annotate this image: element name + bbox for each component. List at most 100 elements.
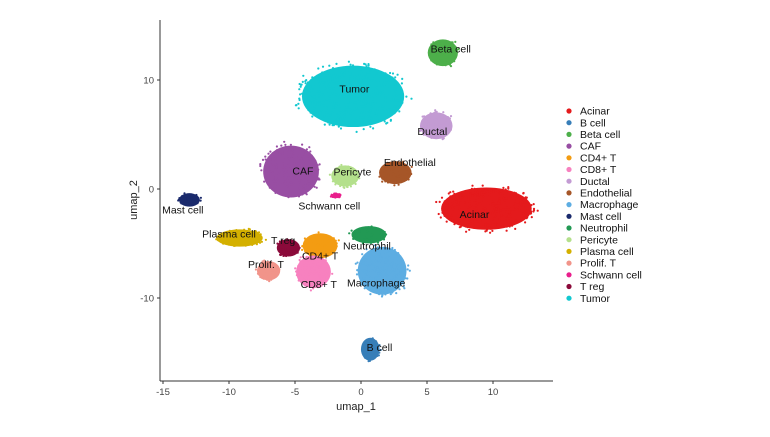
cluster-label: Prolif. T	[248, 259, 285, 271]
point-acinar	[511, 223, 514, 226]
point-cd4-t	[327, 239, 330, 242]
point-endothelial	[378, 175, 381, 178]
point-tumor	[390, 95, 394, 98]
point-plasma-cell	[239, 234, 242, 237]
point-acinar	[471, 194, 474, 197]
point-acinar	[464, 194, 467, 197]
point-tumor	[364, 73, 367, 76]
point-tumor	[340, 91, 343, 94]
legend-item: Schwann cell	[566, 269, 642, 281]
point-plasma-cell	[243, 240, 246, 243]
point-prolif-t	[270, 278, 273, 281]
point-acinar	[509, 213, 512, 216]
cluster-neutrophil	[348, 225, 388, 245]
point-cd8-t	[312, 269, 315, 273]
point-tumor	[318, 97, 321, 100]
point-tumor	[310, 78, 313, 81]
point-tumor	[301, 80, 304, 83]
point-acinar	[449, 218, 452, 221]
point-tumor	[355, 112, 358, 115]
point-neutrophil	[376, 241, 380, 244]
point-cd4-t	[323, 251, 326, 254]
point-tumor	[385, 79, 388, 82]
point-tumor	[371, 102, 374, 105]
point-t-reg	[280, 243, 283, 246]
point-cd8-t	[318, 276, 322, 280]
point-tumor	[353, 76, 356, 80]
point-caf	[273, 174, 276, 177]
point-macrophage	[374, 255, 377, 258]
point-caf	[273, 180, 277, 183]
point-neutrophil	[350, 229, 353, 232]
point-caf	[271, 158, 274, 161]
point-beta-cell	[444, 61, 447, 64]
point-cd8-t	[302, 255, 305, 258]
point-cd8-t	[297, 264, 300, 267]
point-caf	[272, 164, 275, 167]
point-cd8-t	[299, 260, 302, 263]
point-pericyte	[328, 173, 331, 176]
point-ductal	[444, 119, 447, 122]
point-prolif-t	[266, 273, 269, 276]
point-caf	[308, 146, 311, 149]
point-tumor	[361, 84, 364, 87]
point-tumor	[321, 81, 324, 84]
point-macrophage	[389, 289, 392, 292]
cluster-cd4-t	[301, 231, 340, 261]
point-tumor	[363, 84, 366, 87]
point-ductal	[448, 124, 451, 127]
cluster-core-macrophage	[357, 246, 407, 295]
point-acinar	[456, 203, 459, 206]
point-caf	[295, 194, 298, 197]
point-tumor	[387, 108, 390, 111]
point-macrophage	[378, 293, 381, 296]
point-pericyte	[336, 179, 339, 183]
point-macrophage	[363, 287, 366, 290]
point-acinar	[524, 221, 527, 224]
point-macrophage	[373, 288, 376, 291]
point-tumor	[382, 92, 386, 95]
point-beta-cell	[446, 41, 449, 44]
legend-swatch	[566, 202, 572, 208]
cluster-label: B cell	[367, 342, 393, 354]
point-tumor	[386, 91, 389, 94]
point-acinar	[505, 201, 508, 204]
point-endothelial	[395, 177, 399, 180]
cluster-label: Pericyte	[333, 167, 371, 179]
legend-swatch	[566, 248, 572, 254]
legend-item: Neutrophil	[566, 223, 628, 235]
point-prolif-t	[266, 264, 269, 267]
point-tumor	[327, 107, 330, 110]
point-caf	[297, 195, 301, 198]
point-tumor	[344, 96, 347, 100]
point-tumor	[367, 66, 370, 69]
point-pericyte	[331, 180, 334, 183]
point-caf	[272, 153, 275, 156]
point-ductal	[446, 119, 449, 122]
point-ductal	[443, 115, 447, 119]
point-acinar	[473, 187, 476, 190]
point-cd8-t	[299, 256, 302, 259]
point-acinar	[453, 223, 456, 226]
point-tumor	[361, 91, 364, 94]
legend-item: Acinar	[566, 106, 610, 118]
point-acinar	[455, 200, 458, 203]
point-tumor	[351, 109, 354, 112]
point-tumor	[333, 81, 337, 85]
point-tumor	[343, 81, 346, 84]
point-tumor	[310, 91, 313, 94]
point-caf	[278, 152, 281, 156]
point-cd8-t	[302, 278, 306, 281]
point-tumor	[309, 95, 312, 98]
point-prolif-t	[273, 267, 277, 270]
point-tumor	[347, 60, 350, 63]
legend-item: B cell	[566, 117, 606, 129]
point-caf	[284, 181, 287, 184]
point-pericyte	[357, 170, 360, 173]
point-tumor	[379, 77, 382, 80]
point-tumor	[382, 99, 385, 102]
point-tumor	[380, 107, 383, 110]
point-tumor	[337, 81, 340, 84]
point-schwann-cell	[333, 192, 336, 195]
point-endothelial	[387, 162, 391, 165]
